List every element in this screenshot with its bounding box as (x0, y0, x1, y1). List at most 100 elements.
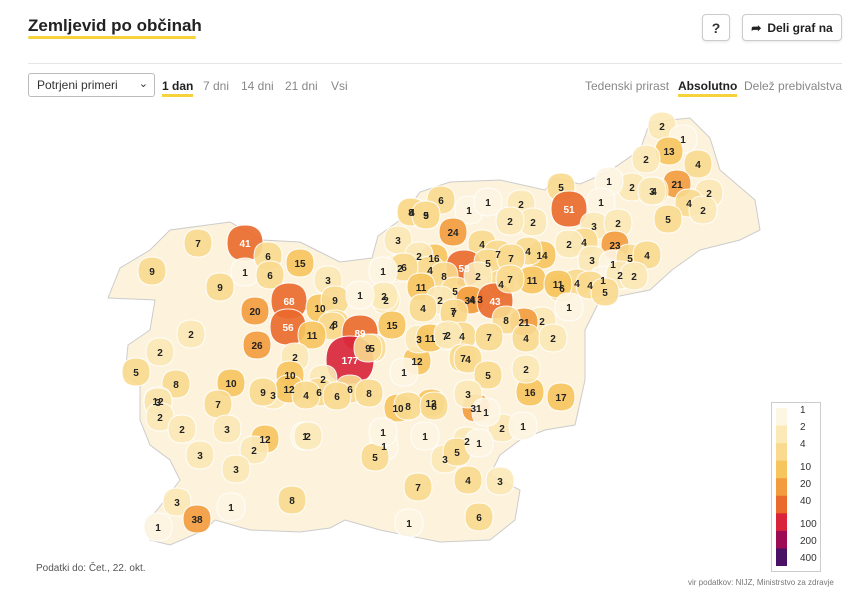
municipality-region[interactable] (590, 277, 620, 307)
municipality-region[interactable] (637, 176, 667, 206)
municipality-region[interactable] (143, 512, 173, 542)
municipality-region[interactable] (546, 382, 576, 412)
municipality-value-label: 2 (530, 218, 536, 229)
municipality-region[interactable] (182, 504, 212, 534)
municipality-region[interactable] (683, 149, 713, 179)
tab-delez-prebivalstva[interactable]: Delež prebivalstva (744, 79, 843, 93)
municipality-region[interactable] (688, 195, 718, 225)
municipality-value-label: 89 (354, 329, 366, 340)
municipality-region[interactable] (248, 377, 278, 407)
municipality-region[interactable] (242, 330, 272, 360)
municipality-region[interactable] (453, 379, 483, 409)
municipality-region[interactable] (538, 323, 568, 353)
municipality-region[interactable] (167, 414, 197, 444)
municipality-region[interactable] (389, 357, 419, 387)
municipality-region[interactable] (291, 380, 321, 410)
municipality-region[interactable] (205, 272, 235, 302)
municipality-region[interactable] (511, 354, 541, 384)
municipality-region[interactable] (212, 414, 242, 444)
municipality-region[interactable] (419, 391, 449, 421)
municipality-value-label: 58 (458, 264, 470, 275)
tab-absolutno[interactable]: Absolutno (678, 79, 738, 97)
municipality-region[interactable] (345, 280, 375, 310)
municipality-region[interactable] (495, 206, 525, 236)
municipality-region[interactable] (631, 144, 661, 174)
metric-select[interactable]: Potrjeni primeri ⌄ (28, 73, 155, 97)
municipality-region[interactable] (255, 260, 285, 290)
municipality-region[interactable] (368, 417, 398, 447)
municipality-region[interactable] (473, 187, 503, 217)
municipality-region[interactable] (183, 228, 213, 258)
municipality-region[interactable] (471, 397, 501, 427)
municipality-value-label: 17 (555, 393, 567, 404)
municipality-region[interactable] (221, 454, 251, 484)
municipality-value-label: 2 (320, 375, 326, 386)
municipality-region[interactable] (453, 465, 483, 495)
share-button[interactable]: ➦ Deli graf na (742, 14, 842, 41)
municipality-regions[interactable] (107, 111, 761, 546)
municipality-region[interactable] (216, 492, 246, 522)
municipality-region[interactable] (408, 293, 438, 323)
municipality-region[interactable] (176, 319, 206, 349)
municipality-region[interactable] (137, 256, 167, 286)
municipality-region[interactable] (411, 200, 441, 230)
municipality-region[interactable] (145, 337, 175, 367)
municipality-region[interactable] (354, 378, 384, 408)
municipality-region[interactable] (474, 322, 504, 352)
tab-21-dni[interactable]: 21 dni (285, 79, 318, 93)
municipality-region[interactable] (464, 502, 494, 532)
municipality-value-label: 1 (380, 428, 386, 439)
municipality-region[interactable] (322, 381, 352, 411)
help-button[interactable]: ? (702, 14, 730, 41)
municipality-region[interactable] (518, 207, 548, 237)
municipality-region[interactable] (394, 508, 424, 538)
legend-label: 200 (800, 536, 817, 547)
municipality-region[interactable] (438, 217, 468, 247)
municipality-region[interactable] (543, 269, 573, 299)
municipality-region[interactable] (410, 421, 440, 451)
municipality-region[interactable] (203, 389, 233, 419)
municipality-region[interactable] (403, 472, 433, 502)
municipality-region[interactable] (185, 440, 215, 470)
municipality-region[interactable] (433, 320, 463, 350)
municipality-region[interactable] (495, 264, 525, 294)
municipality-value-label: 7 (415, 483, 421, 494)
municipality-region[interactable] (240, 296, 270, 326)
municipality-region[interactable] (285, 248, 315, 278)
tab-1-dan[interactable]: 1 dan (162, 79, 194, 97)
municipality-region[interactable] (654, 136, 684, 166)
municipality-region[interactable] (653, 204, 683, 234)
municipality-region[interactable] (121, 357, 151, 387)
municipality-value-label: 4 (427, 266, 433, 277)
municipality-value-label: 21 (671, 180, 683, 191)
municipality-value-label: 7 (451, 309, 457, 320)
tab-7-dni[interactable]: 7 dni (203, 79, 230, 93)
municipality-region[interactable] (554, 292, 584, 322)
municipality-region[interactable] (277, 485, 307, 515)
tab-14-dni[interactable]: 14 dni (241, 79, 274, 93)
municipality-region[interactable] (369, 281, 399, 311)
municipality-value-label: 4 (409, 208, 415, 219)
municipality-value-label: 6 (559, 284, 565, 295)
municipality-region[interactable] (550, 190, 588, 228)
municipality-region[interactable] (293, 421, 323, 451)
municipality-value-label: 5 (452, 287, 458, 298)
municipality-region[interactable] (162, 487, 192, 517)
municipality-value-label: 56 (282, 323, 294, 334)
tab-tedenski-prirast[interactable]: Tedenski prirast (585, 79, 670, 93)
municipality-region[interactable] (453, 344, 483, 374)
tab-vsi[interactable]: Vsi (331, 79, 348, 93)
municipality-region[interactable] (508, 411, 538, 441)
municipality-region[interactable] (464, 428, 494, 458)
municipality-region[interactable] (485, 466, 515, 496)
municipality-region[interactable] (377, 310, 407, 340)
municipality-value-label: 7 (442, 332, 448, 343)
help-label: ? (711, 19, 721, 36)
municipality-region[interactable] (353, 333, 383, 363)
municipality-region[interactable] (383, 225, 413, 255)
municipality-value-label: 11 (416, 283, 427, 294)
municipality-region[interactable] (619, 261, 649, 291)
municipality-region[interactable] (554, 229, 584, 259)
municipality-region[interactable] (360, 442, 390, 472)
